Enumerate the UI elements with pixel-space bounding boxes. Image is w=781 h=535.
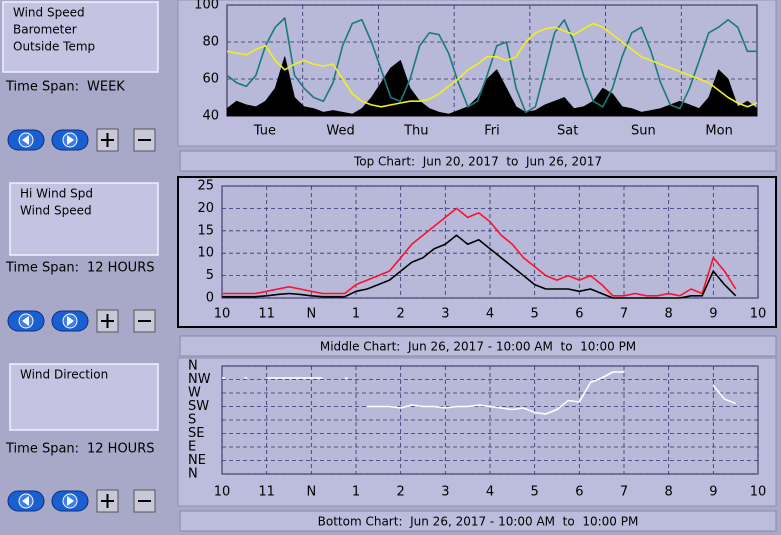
time-span-value: 12 HOURS <box>87 261 154 276</box>
legend-entry: Barometer <box>13 23 77 37</box>
y-tick-label: N <box>188 467 198 482</box>
y-tick-label: 5 <box>206 268 214 283</box>
y-tick-label: N <box>188 359 198 374</box>
legend-box <box>9 363 159 431</box>
x-tick-label: 7 <box>620 307 628 322</box>
x-tick-label: 4 <box>486 485 494 500</box>
y-tick-label: 10 <box>197 246 214 261</box>
legend-entry: Wind Direction <box>20 368 108 382</box>
y-tick-label: S <box>188 413 196 428</box>
x-tick-label: Thu <box>403 124 428 139</box>
x-tick-label: 1 <box>352 307 360 322</box>
x-tick-label: Mon <box>705 124 732 139</box>
x-tick-label: 7 <box>620 485 628 500</box>
y-tick-label: SW <box>188 399 209 414</box>
chart-caption: Bottom Chart: Jun 26, 2017 - 10:00 AM to… <box>318 515 639 529</box>
legend-box <box>9 182 159 256</box>
y-tick-label: 20 <box>197 201 214 216</box>
legend-entry: Wind Speed <box>13 6 85 20</box>
time-span-value: 12 HOURS <box>87 442 154 457</box>
chart-caption: Top Chart: Jun 20, 2017 to Jun 26, 2017 <box>353 155 602 169</box>
series-line <box>222 234 737 299</box>
y-tick-label: NW <box>188 372 211 387</box>
series-area <box>226 56 758 117</box>
x-tick-label: Sun <box>631 124 656 139</box>
prev-button-arrow <box>22 496 29 506</box>
x-tick-label: N <box>306 485 316 500</box>
y-tick-label: 100 <box>194 0 219 13</box>
next-button-arrow <box>67 316 74 326</box>
x-tick-label: 2 <box>397 485 405 500</box>
x-tick-label: 6 <box>575 307 583 322</box>
x-tick-label: N <box>306 307 316 322</box>
series-line <box>712 384 736 405</box>
y-tick-label: 15 <box>197 223 214 238</box>
x-tick-label: 5 <box>531 485 539 500</box>
chart-caption: Middle Chart: Jun 26, 2017 - 10:00 AM to… <box>320 340 636 354</box>
x-tick-label: 10 <box>750 307 767 322</box>
x-tick-label: Tue <box>253 124 276 139</box>
x-tick-label: 4 <box>486 307 494 322</box>
x-tick-label: 11 <box>258 485 275 500</box>
x-tick-label: 5 <box>531 307 539 322</box>
legend-entry: Outside Temp <box>13 40 95 54</box>
x-tick-label: Sat <box>557 124 578 139</box>
legend-entry: Wind Speed <box>20 204 92 218</box>
y-tick-label: 60 <box>202 72 219 87</box>
y-tick-label: E <box>188 440 196 455</box>
x-tick-label: 8 <box>665 485 673 500</box>
zoom-in-button-icon <box>101 133 114 147</box>
legend-box <box>2 1 159 73</box>
y-tick-label: NE <box>188 453 206 468</box>
zoom-in-button-icon <box>101 494 114 508</box>
next-button-arrow <box>67 496 74 506</box>
x-tick-label: 1 <box>352 485 360 500</box>
caption-bar <box>179 335 777 357</box>
x-tick-label: 10 <box>214 485 231 500</box>
x-tick-label: 3 <box>441 307 449 322</box>
x-tick-label: Wed <box>326 124 354 139</box>
x-tick-label: 11 <box>258 307 275 322</box>
prev-button-arrow <box>22 316 29 326</box>
x-tick-label: 8 <box>665 307 673 322</box>
time-span-label: Time Span: <box>5 261 79 276</box>
prev-button-arrow <box>22 135 29 145</box>
x-tick-label: Fri <box>484 124 500 139</box>
series-line <box>222 207 737 297</box>
x-tick-label: 3 <box>441 485 449 500</box>
series-line <box>226 17 757 114</box>
y-tick-label: W <box>188 386 201 401</box>
caption-bar <box>179 510 777 532</box>
x-tick-label: 9 <box>709 485 717 500</box>
x-tick-label: 6 <box>575 485 583 500</box>
x-tick-label: 9 <box>709 307 717 322</box>
legend-entry: Hi Wind Spd <box>20 187 93 201</box>
x-tick-label: 10 <box>214 307 231 322</box>
time-span-label: Time Span: <box>5 442 79 457</box>
y-tick-label: 25 <box>197 179 214 194</box>
next-button-arrow <box>67 135 74 145</box>
time-span-label: Time Span: <box>5 80 79 95</box>
time-span-value: WEEK <box>87 80 125 95</box>
zoom-in-button-icon <box>101 314 114 328</box>
y-tick-label: 40 <box>202 109 219 124</box>
series-line <box>226 22 758 108</box>
x-tick-label: 2 <box>397 307 405 322</box>
y-tick-label: SE <box>188 426 204 441</box>
y-tick-label: 80 <box>202 35 219 50</box>
series-line <box>367 371 624 415</box>
x-tick-label: 10 <box>750 485 767 500</box>
caption-bar <box>179 150 777 172</box>
y-tick-label: 0 <box>206 291 214 306</box>
